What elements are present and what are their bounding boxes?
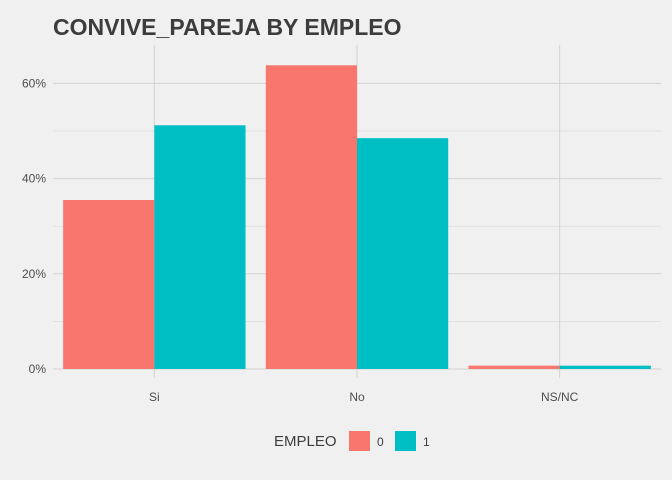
y-tick-label: 40%	[22, 172, 46, 186]
bar-series-1-si	[154, 125, 246, 370]
x-tick-label: No	[349, 390, 365, 404]
y-tick-label: 20%	[22, 267, 46, 281]
legend-label-0: 0	[377, 435, 384, 449]
y-tick-label: 0%	[29, 362, 47, 376]
bar-series-0-nsnc	[468, 365, 560, 369]
legend-swatch-1	[395, 431, 416, 451]
bar-series-0-si	[63, 200, 155, 369]
y-tick-label: 60%	[22, 76, 46, 90]
legend-label-1: 1	[423, 435, 430, 449]
x-tick-label: NS/NC	[541, 390, 579, 404]
bar-series-1-nsnc	[559, 365, 651, 369]
x-tick-label: Si	[149, 390, 160, 404]
bar-series-1-no	[357, 138, 449, 369]
legend-swatch-0	[349, 431, 370, 451]
bar-series-0-no	[265, 65, 357, 369]
legend-title: EMPLEO	[274, 433, 337, 450]
chart-title: CONVIVE_PAREJA BY EMPLEO	[53, 14, 402, 40]
